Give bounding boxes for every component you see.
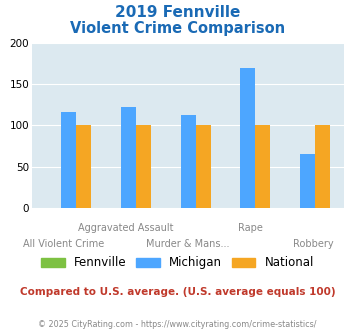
Bar (255, 125, 271, 208)
Bar (121, 107, 136, 208)
Text: 2019 Fennville: 2019 Fennville (115, 5, 240, 20)
Bar (196, 125, 211, 208)
Text: Violent Crime Comparison: Violent Crime Comparison (70, 21, 285, 36)
Bar (300, 154, 315, 208)
Text: © 2025 CityRating.com - https://www.cityrating.com/crime-statistics/: © 2025 CityRating.com - https://www.city… (38, 320, 317, 329)
Text: All Violent Crime: All Violent Crime (23, 239, 104, 249)
Bar (136, 125, 151, 208)
Text: Murder & Mans...: Murder & Mans... (146, 239, 230, 249)
Legend: Fennville, Michigan, National: Fennville, Michigan, National (36, 252, 319, 274)
Bar (61, 112, 76, 208)
Text: Robbery: Robbery (293, 239, 333, 249)
Text: Aggravated Assault: Aggravated Assault (78, 223, 174, 233)
Bar (76, 125, 91, 208)
Bar (181, 115, 196, 208)
Bar (240, 68, 255, 208)
Bar (315, 125, 330, 208)
Text: Rape: Rape (238, 223, 263, 233)
Text: Compared to U.S. average. (U.S. average equals 100): Compared to U.S. average. (U.S. average … (20, 287, 335, 297)
